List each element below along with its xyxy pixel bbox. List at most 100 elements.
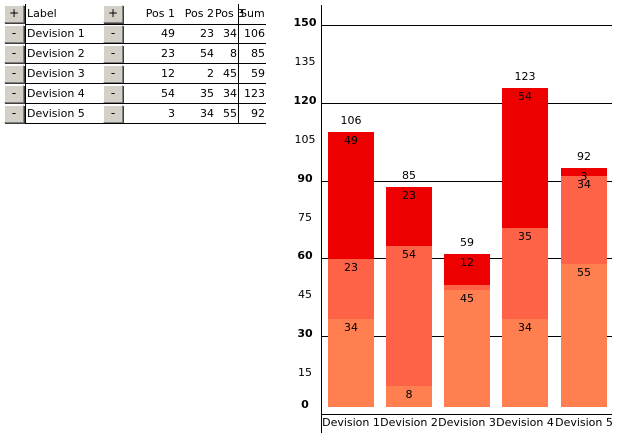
header-label: Label <box>25 4 102 24</box>
bar-value-label: 49 <box>344 134 358 148</box>
add-column-button[interactable]: + <box>103 5 123 23</box>
bar-segment-pos3[interactable] <box>444 290 490 407</box>
x-category-label: Devision 3 <box>438 416 496 429</box>
header-pos2: Pos 2 <box>184 7 214 20</box>
gridline <box>322 25 612 26</box>
row-divider <box>25 43 266 44</box>
row-label[interactable]: Devision 2 <box>25 44 102 64</box>
bar-segment-pos3[interactable] <box>502 318 548 407</box>
y-tick-label: 0 <box>301 398 309 411</box>
y-tick-label: 75 <box>298 211 312 224</box>
bar-segment-pos1[interactable] <box>328 132 374 260</box>
cell-pos2[interactable]: 35 <box>200 87 214 100</box>
bar-segment-pos2[interactable] <box>386 246 432 387</box>
y-tick-label: 45 <box>298 288 312 301</box>
bar-segment-pos3[interactable] <box>386 386 432 407</box>
remove-row-button[interactable]: - <box>4 105 24 123</box>
row-label[interactable]: Devision 4 <box>25 84 102 104</box>
cell-sum: 85 <box>238 44 266 64</box>
cell-pos1[interactable]: 49 <box>161 27 175 40</box>
bar-segment-pos1[interactable] <box>386 186 432 247</box>
remove-row-values-button[interactable]: - <box>103 85 123 103</box>
bar-segment-pos1[interactable] <box>444 253 490 286</box>
bar-segment-pos1[interactable] <box>502 88 548 229</box>
bar-segment-pos3[interactable] <box>328 318 374 407</box>
remove-row-button[interactable]: - <box>4 45 24 63</box>
bar-total-label: 92 <box>577 150 591 164</box>
remove-row-button[interactable]: - <box>4 25 24 43</box>
cell-pos3[interactable]: 34 <box>223 27 237 40</box>
cell-pos1[interactable]: 54 <box>161 87 175 100</box>
cell-pos3[interactable]: 45 <box>223 67 237 80</box>
y-tick-label: 30 <box>297 327 313 340</box>
y-tick-label: 135 <box>294 55 316 68</box>
bar-total-label: 123 <box>514 70 536 84</box>
bar-value-label: 12 <box>460 255 474 269</box>
x-category-label: Devision 1 <box>322 416 380 429</box>
bar-segment-pos2[interactable] <box>328 259 374 319</box>
x-category-label: Devision 4 <box>496 416 554 429</box>
row-divider <box>124 24 266 25</box>
x-category-label: Devision 5 <box>555 416 613 429</box>
bar-value-label: 55 <box>577 266 591 280</box>
remove-row-button[interactable]: - <box>4 65 24 83</box>
add-row-button[interactable]: + <box>4 5 24 23</box>
row-divider <box>25 103 266 104</box>
remove-row-values-button[interactable]: - <box>103 65 123 83</box>
cell-pos3[interactable]: 8 <box>230 47 237 60</box>
bar-value-label: 3 <box>580 170 588 184</box>
bar-segment-pos2[interactable] <box>561 176 607 265</box>
y-tick-label: 105 <box>294 133 316 146</box>
bar-total-label: 59 <box>460 235 474 249</box>
bar-segment-pos3[interactable] <box>561 264 607 407</box>
y-tick-label: 120 <box>293 94 317 107</box>
cell-pos2[interactable]: 34 <box>200 107 214 120</box>
x-category-label: Devision 2 <box>380 416 438 429</box>
bar-value-label: 45 <box>460 292 474 306</box>
row-label[interactable]: Devision 3 <box>25 64 102 84</box>
bar-segment-pos1[interactable] <box>561 168 607 177</box>
cell-sum: 59 <box>238 64 266 84</box>
remove-row-button[interactable]: - <box>4 85 24 103</box>
row-label[interactable]: Devision 1 <box>25 24 102 44</box>
bar-value-label: 34 <box>518 320 532 334</box>
remove-row-values-button[interactable]: - <box>103 25 123 43</box>
cell-pos1[interactable]: 23 <box>161 47 175 60</box>
header-pos1: Pos 1 <box>145 7 175 20</box>
cell-pos2[interactable]: 54 <box>200 47 214 60</box>
table-row: - Devision 3 - 12 2 45 59 <box>4 64 266 84</box>
cell-pos2[interactable]: 2 <box>207 67 214 80</box>
y-tick-label: 15 <box>298 366 312 379</box>
cell-pos3[interactable]: 34 <box>223 87 237 100</box>
cell-pos3[interactable]: 55 <box>223 107 237 120</box>
y-tick-label: 150 <box>293 16 317 29</box>
bar-segment-pos2[interactable] <box>444 285 490 291</box>
table-row: - Devision 1 - 49 23 34 106 <box>4 24 266 44</box>
bar-value-label: 54 <box>518 90 532 104</box>
bar-segment-pos2[interactable] <box>502 228 548 319</box>
bar-total-label: 106 <box>340 114 362 128</box>
cell-pos1[interactable]: 12 <box>161 67 175 80</box>
cell-sum: 92 <box>238 104 266 124</box>
bar-value-label: 54 <box>402 248 416 262</box>
cell-pos2[interactable]: 23 <box>200 27 214 40</box>
header-pos3: Pos 3 <box>215 7 245 20</box>
table-row: - Devision 5 - 3 34 55 92 <box>4 104 266 124</box>
row-divider <box>25 63 266 64</box>
gridline <box>322 181 612 182</box>
gridline <box>322 103 612 104</box>
table-header-row: + Label + Pos 1 Pos 2 Pos 3 Sum <box>4 4 266 24</box>
cell-sum: 123 <box>238 84 266 104</box>
row-label[interactable]: Devision 5 <box>25 104 102 124</box>
table-row: - Devision 2 - 23 54 8 85 <box>4 44 266 64</box>
y-tick-label: 90 <box>297 172 313 185</box>
bar-value-label: 23 <box>344 261 358 275</box>
y-axis <box>321 5 322 433</box>
remove-row-values-button[interactable]: - <box>103 105 123 123</box>
remove-row-values-button[interactable]: - <box>103 45 123 63</box>
cell-pos1[interactable]: 3 <box>168 107 175 120</box>
bar-value-label: 35 <box>518 230 532 244</box>
table-row: - Devision 4 - 54 35 34 123 <box>4 84 266 104</box>
bar-value-label: 23 <box>402 188 416 202</box>
